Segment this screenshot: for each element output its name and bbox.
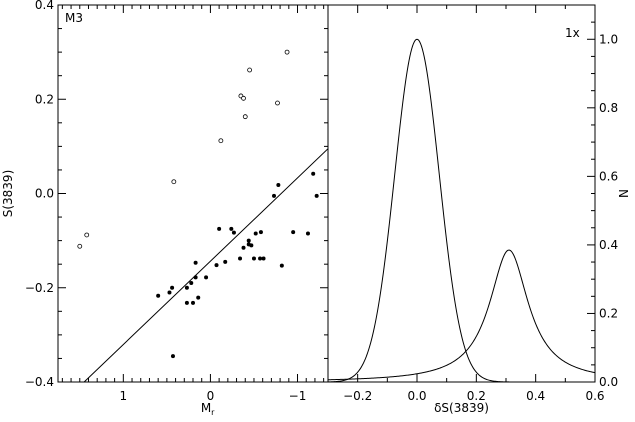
- filled-point: [238, 256, 243, 261]
- filled-point: [170, 285, 175, 290]
- open-point: [247, 67, 253, 73]
- left-plot-frame: [57, 4, 329, 383]
- lorentzian-curve: [327, 249, 596, 381]
- filled-point: [231, 230, 236, 235]
- left-panel-scatter: −0.4 −0.2 0.0 0.2 0.4 1 0 −1 M r S(3839) M3: [1, 0, 329, 417]
- filled-point: [170, 354, 175, 359]
- filled-point: [305, 231, 310, 236]
- filled-point: [167, 290, 172, 295]
- filled-point: [291, 230, 296, 235]
- open-point: [275, 100, 280, 106]
- filled-point: [251, 256, 256, 261]
- filled-point: [193, 275, 198, 280]
- right-y-tick-label: 1.0: [599, 32, 618, 46]
- left-y-tick-label: −0.4: [25, 375, 54, 389]
- right-y-tick-label: 0.8: [599, 101, 618, 115]
- filled-point: [229, 226, 234, 231]
- filled-point: [193, 260, 198, 265]
- right-y-tick-label: 0.6: [599, 169, 618, 183]
- open-point: [171, 179, 177, 185]
- open-point: [77, 243, 83, 249]
- filled-point: [279, 263, 284, 268]
- filled-point: [189, 281, 194, 286]
- filled-point: [156, 293, 161, 298]
- left-x-axis-label: M: [201, 401, 211, 415]
- left-data-layer: [77, 49, 328, 382]
- open-point: [218, 138, 224, 144]
- filled-point: [214, 263, 219, 268]
- open-point: [242, 114, 248, 120]
- right-x-axis-label: δS(3839): [434, 401, 489, 415]
- filled-point: [246, 238, 251, 243]
- left-y-axis-label: S(3839): [1, 170, 15, 218]
- open-point: [284, 49, 290, 55]
- filled-point: [191, 300, 195, 305]
- filled-point: [196, 295, 201, 300]
- right-y-tick-label: 0.0: [599, 375, 618, 389]
- filled-point: [184, 300, 189, 305]
- filled-point: [223, 259, 228, 264]
- left-annotation: M3: [65, 11, 83, 25]
- left-x-tick-label: 0: [207, 389, 215, 403]
- gaussian-curve: [327, 38, 595, 383]
- right-x-tick-label: 0.2: [467, 389, 486, 403]
- filled-point: [217, 226, 222, 231]
- filled-point: [311, 171, 316, 176]
- right-y-axis-label: N: [617, 189, 631, 198]
- right-y-tick-label: 0.2: [599, 306, 618, 320]
- filled-point: [241, 245, 246, 250]
- left-y-tick-label: 0.4: [35, 0, 54, 12]
- filled-point: [204, 275, 209, 280]
- filled-point: [314, 193, 319, 198]
- right-x-tick-label: 0.0: [407, 389, 426, 403]
- left-x-tick-label: 1: [120, 389, 128, 403]
- right-y-tick-label: 0.4: [599, 238, 618, 252]
- filled-point: [272, 193, 276, 198]
- right-panel-distribution: −0.2 0.0 0.2 0.4 0.60.00.20.40.60.81.0δS(383…: [327, 4, 631, 415]
- left-y-tick-label: 0.2: [35, 92, 54, 106]
- left-y-tick-label: 0.0: [35, 187, 54, 201]
- fit-line: [83, 148, 328, 382]
- left-x-tick-label: −1: [289, 389, 307, 403]
- filled-point: [258, 230, 263, 235]
- open-point: [241, 95, 246, 101]
- left-x-axis-label-subscript: r: [211, 408, 215, 417]
- filled-point: [258, 256, 263, 261]
- open-point: [84, 232, 90, 238]
- left-y-tick-label: −0.2: [25, 281, 54, 295]
- filled-point: [276, 183, 281, 188]
- filled-point: [184, 285, 189, 290]
- right-x-tick-label: 0.4: [526, 389, 545, 403]
- right-x-tick-label: −0.2: [343, 389, 372, 403]
- filled-point: [261, 256, 266, 261]
- right-x-tick-label: 0.6: [585, 389, 604, 403]
- filled-point: [253, 231, 258, 236]
- right-plot-frame: [327, 4, 596, 383]
- filled-point: [249, 243, 254, 248]
- right-annotation: 1x: [565, 26, 580, 40]
